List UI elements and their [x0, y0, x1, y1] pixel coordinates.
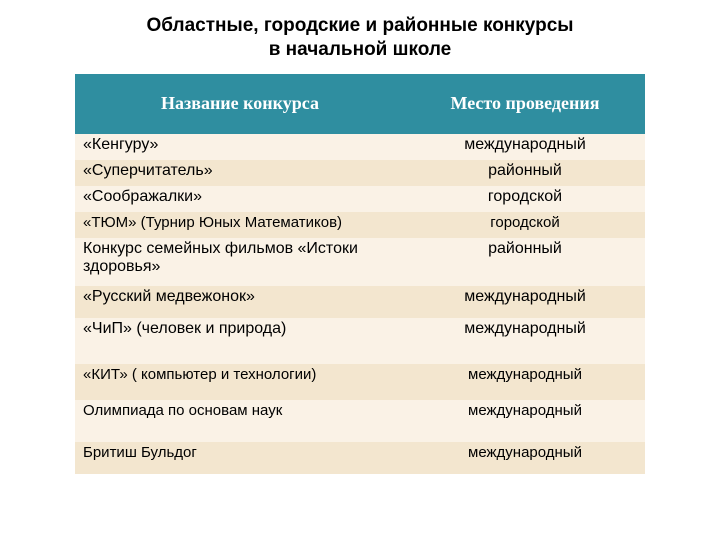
table-cell: городской	[405, 186, 645, 212]
table-header: Название конкурсаМесто проведения	[75, 74, 645, 134]
table-cell: городской	[405, 212, 645, 238]
table-cell: «Кенгуру»	[75, 134, 405, 160]
table-row: Конкурс семейных фильмов «Истоки здоровь…	[75, 238, 645, 286]
table-cell: международный	[405, 442, 645, 474]
table-cell: международный	[405, 318, 645, 364]
table-cell: Олимпиада по основам наук	[75, 400, 405, 442]
slide: { "title": { "line1": "Областные, городс…	[0, 0, 720, 540]
table-cell: международный	[405, 286, 645, 318]
table-cell: районный	[405, 160, 645, 186]
table-cell: «ТЮМ» (Турнир Юных Математиков)	[75, 212, 405, 238]
table-cell: международный	[405, 364, 645, 400]
table-cell: «Соображалки»	[75, 186, 405, 212]
table-row: Олимпиада по основам наукмеждународный	[75, 400, 645, 442]
table-row: «Соображалки»городской	[75, 186, 645, 212]
table-cell: «Суперчитатель»	[75, 160, 405, 186]
table-row: «Суперчитатель»районный	[75, 160, 645, 186]
table-row: «Русский медвежонок»международный	[75, 286, 645, 318]
competitions-table: Название конкурсаМесто проведения «Кенгу…	[75, 74, 645, 474]
table-cell: Конкурс семейных фильмов «Истоки здоровь…	[75, 238, 405, 286]
table-cell: «КИТ» ( компьютер и технологии)	[75, 364, 405, 400]
table-row: «ЧиП» (человек и природа)международный	[75, 318, 645, 364]
table-header-cell: Место проведения	[405, 74, 645, 134]
table-row: Бритиш Бульдогмеждународный	[75, 442, 645, 474]
table-cell: международный	[405, 134, 645, 160]
table-header-cell: Название конкурса	[75, 74, 405, 134]
title-line-2: в начальной школе	[0, 38, 720, 62]
table-cell: «Русский медвежонок»	[75, 286, 405, 318]
table-row: «КИТ» ( компьютер и технологии)междунаро…	[75, 364, 645, 400]
slide-title: Областные, городские и районные конкурсы…	[0, 0, 720, 62]
table-header-row: Название конкурсаМесто проведения	[75, 74, 645, 134]
title-line-1: Областные, городские и районные конкурсы	[0, 14, 720, 38]
table-row: «ТЮМ» (Турнир Юных Математиков)городской	[75, 212, 645, 238]
table-cell: международный	[405, 400, 645, 442]
table-cell: «ЧиП» (человек и природа)	[75, 318, 405, 364]
table-cell: районный	[405, 238, 645, 286]
table-row: «Кенгуру»международный	[75, 134, 645, 160]
table-cell: Бритиш Бульдог	[75, 442, 405, 474]
table-body: «Кенгуру»международный«Суперчитатель»рай…	[75, 134, 645, 474]
